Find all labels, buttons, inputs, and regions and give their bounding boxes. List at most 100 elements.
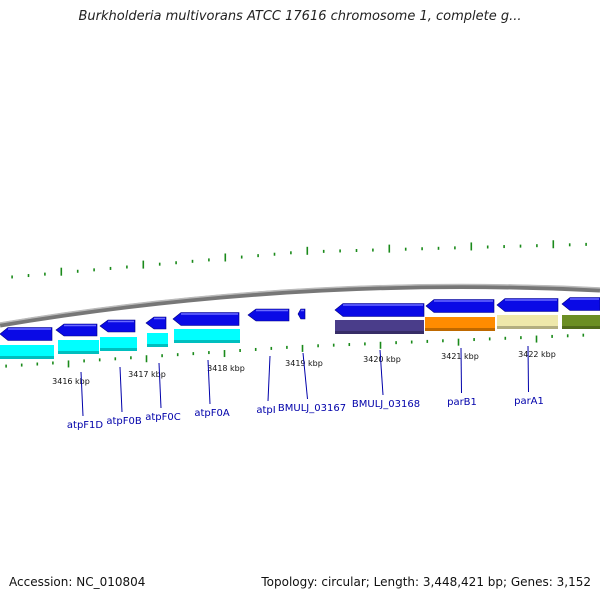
gene-label-link[interactable]: atpF0C bbox=[145, 412, 181, 423]
gene-arrow[interactable] bbox=[99, 319, 136, 333]
upper-tick bbox=[126, 265, 128, 269]
kbp-label: 3422 kbp bbox=[518, 350, 556, 359]
position-tick bbox=[286, 345, 288, 349]
position-tick bbox=[254, 347, 257, 351]
upper-tick bbox=[388, 244, 391, 253]
upper-tick bbox=[175, 261, 177, 265]
cog-block[interactable] bbox=[335, 320, 424, 334]
gene-leader-line bbox=[379, 349, 384, 396]
genome-summary-text: Topology: circular; Length: 3,448,421 bp… bbox=[261, 575, 591, 589]
kbp-label: 3417 kbp bbox=[128, 370, 166, 379]
upper-tick bbox=[109, 266, 112, 270]
position-tick bbox=[83, 359, 85, 363]
position-tick bbox=[176, 353, 179, 357]
cog-block-shadow bbox=[425, 328, 495, 331]
position-tick bbox=[551, 334, 553, 338]
upper-tick bbox=[158, 262, 161, 266]
position-tick bbox=[348, 343, 351, 347]
upper-tick bbox=[60, 267, 63, 276]
gene-leader-line bbox=[527, 345, 529, 393]
position-tick bbox=[442, 339, 444, 343]
upper-tick bbox=[536, 244, 538, 248]
position-tick bbox=[98, 358, 101, 362]
cog-block[interactable] bbox=[174, 329, 240, 343]
gene-arrow[interactable] bbox=[247, 308, 290, 322]
position-tick bbox=[317, 344, 319, 348]
gene-arrow[interactable] bbox=[145, 316, 167, 330]
gene-arrow[interactable] bbox=[172, 312, 240, 326]
kbp-label: 3421 kbp bbox=[441, 352, 479, 361]
gene-arrow[interactable] bbox=[55, 323, 98, 337]
cog-block[interactable] bbox=[425, 317, 495, 331]
gene-arrow[interactable] bbox=[496, 298, 559, 312]
backbone-ring bbox=[0, 283, 600, 328]
upper-tick bbox=[322, 249, 325, 253]
gene-arrow[interactable] bbox=[425, 299, 495, 313]
upper-tick bbox=[191, 259, 194, 263]
gene-label-link[interactable]: parB1 bbox=[447, 397, 477, 408]
gene-leader-line bbox=[302, 352, 308, 400]
cog-block[interactable] bbox=[100, 337, 137, 351]
cog-block[interactable] bbox=[147, 333, 168, 347]
position-tick bbox=[130, 356, 132, 360]
cog-block-shadow bbox=[147, 344, 168, 347]
position-tick bbox=[36, 362, 39, 366]
gene-arrow[interactable] bbox=[334, 303, 425, 317]
gene-label-link[interactable]: BMULJ_03168 bbox=[352, 399, 420, 410]
gene-leader-line bbox=[119, 366, 123, 413]
gene-label-link[interactable]: parA1 bbox=[514, 396, 544, 407]
gene-leader-line bbox=[158, 362, 162, 409]
position-tick bbox=[114, 357, 117, 361]
cog-block-shadow bbox=[335, 331, 424, 334]
position-tick bbox=[488, 337, 491, 341]
upper-tick bbox=[552, 240, 555, 249]
position-tick bbox=[332, 343, 335, 347]
upper-tick bbox=[208, 258, 210, 262]
accession-text: Accession: NC_010804 bbox=[9, 575, 146, 589]
gene-label-link[interactable]: atpI bbox=[256, 405, 275, 416]
upper-tick bbox=[503, 245, 505, 249]
gene-label-link[interactable]: atpF0A bbox=[194, 408, 230, 419]
position-tick bbox=[566, 334, 569, 338]
position-tick bbox=[535, 335, 538, 343]
position-tick bbox=[67, 360, 70, 368]
tick-marks bbox=[11, 240, 587, 279]
gene-arrows-track bbox=[0, 297, 600, 341]
position-tick bbox=[270, 346, 273, 350]
upper-tick bbox=[519, 244, 522, 248]
position-tick bbox=[504, 336, 507, 340]
gene-label-link[interactable]: atpF0B bbox=[106, 416, 142, 427]
upper-tick bbox=[470, 242, 473, 251]
upper-tick bbox=[404, 247, 407, 251]
kbp-label: 3418 kbp bbox=[207, 364, 245, 373]
cog-block[interactable] bbox=[0, 345, 54, 359]
upper-tick bbox=[290, 251, 292, 255]
position-tick bbox=[364, 342, 366, 346]
position-ticks bbox=[5, 333, 585, 368]
map-title: Burkholderia multivorans ATCC 17616 chro… bbox=[78, 9, 522, 24]
gene-arrow[interactable] bbox=[297, 308, 306, 320]
cog-block[interactable] bbox=[497, 315, 558, 329]
position-tick bbox=[379, 341, 382, 349]
gene-arrow[interactable] bbox=[0, 327, 53, 341]
position-tick bbox=[145, 355, 148, 363]
upper-tick bbox=[454, 246, 456, 250]
gene-arrow[interactable] bbox=[561, 297, 600, 311]
gene-label-link[interactable]: atpF1D bbox=[67, 420, 104, 431]
cog-track bbox=[0, 315, 600, 359]
position-tick bbox=[426, 339, 429, 343]
gene-label-link[interactable]: BMULJ_03167 bbox=[278, 403, 346, 414]
upper-tick bbox=[585, 242, 587, 246]
upper-tick bbox=[11, 275, 13, 279]
upper-tick bbox=[224, 253, 227, 262]
cog-block[interactable] bbox=[58, 340, 99, 354]
position-tick bbox=[301, 344, 304, 352]
gene-leader-line bbox=[267, 355, 271, 402]
gene-labels: atpF1D atpF0B atpF0C atpF0A atpI BMULJ_03167 B… bbox=[67, 345, 544, 431]
gene-leader-line bbox=[460, 347, 462, 394]
position-tick bbox=[457, 338, 460, 346]
upper-tick bbox=[76, 269, 79, 273]
cog-block[interactable] bbox=[562, 315, 600, 329]
position-tick bbox=[582, 333, 585, 337]
